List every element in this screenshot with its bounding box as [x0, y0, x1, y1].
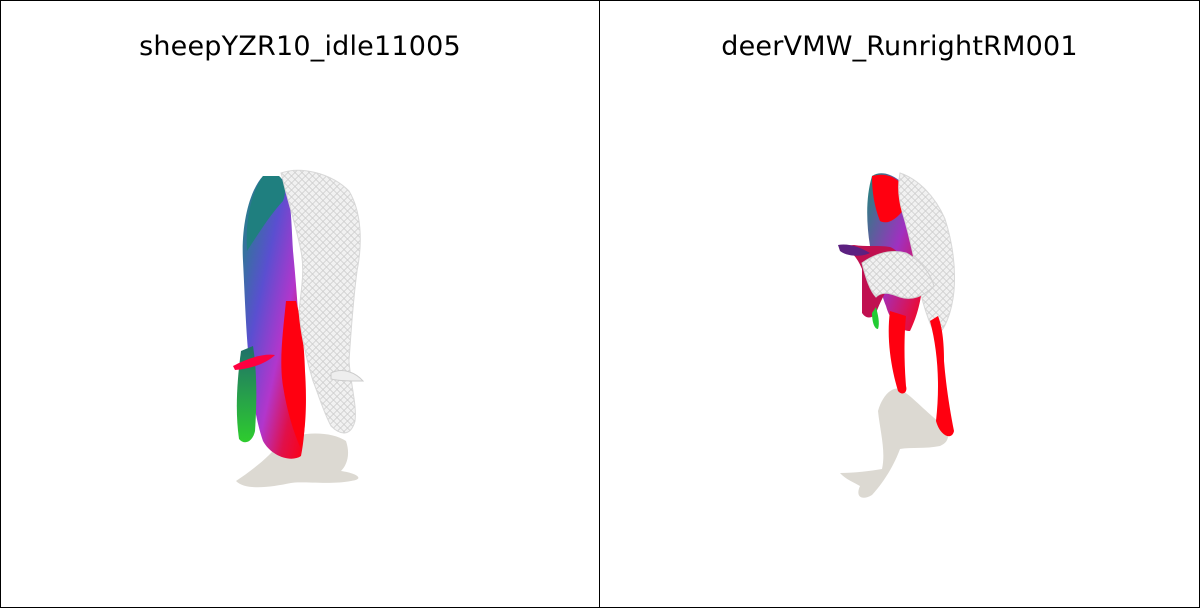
deer-ear	[838, 244, 870, 256]
sheep-ear-right	[330, 370, 365, 382]
render-panel-left: sheepYZR10_idle11005	[0, 0, 600, 608]
sheep-ear-left	[233, 354, 275, 370]
sheep-mesh-render	[233, 169, 365, 488]
render-panel-right: deerVMW_RunrightRM001	[599, 0, 1200, 608]
deer-head-mesh	[861, 250, 935, 299]
sheep-body-mesh	[280, 169, 361, 434]
ground-shadow	[840, 388, 949, 498]
sheep-teal-patch	[246, 176, 286, 251]
ground-shadow	[236, 433, 359, 488]
deer-mesh-render	[838, 172, 955, 498]
deer-snout-green	[872, 307, 879, 329]
sheep-red-region	[281, 301, 306, 449]
deer-leg-back	[930, 316, 954, 437]
sheep-leg-green	[236, 346, 257, 443]
panel-title-left: sheepYZR10_idle11005	[139, 31, 461, 62]
panel-title-right: deerVMW_RunrightRM001	[721, 31, 1078, 62]
deer-leg-front	[888, 311, 907, 394]
